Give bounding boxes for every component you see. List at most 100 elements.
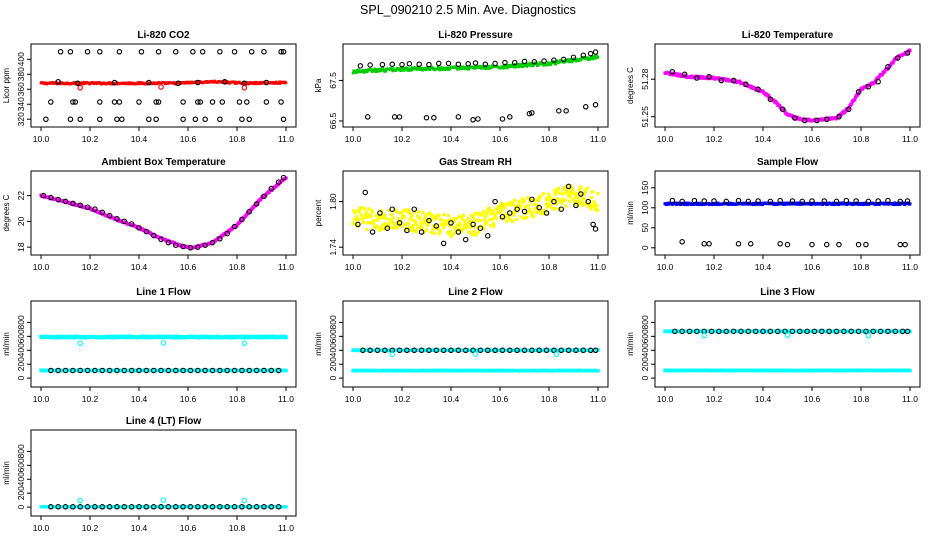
x-tick-label: 10.4 <box>755 262 772 272</box>
data-point <box>904 328 911 335</box>
data-point <box>375 218 380 222</box>
data-point <box>558 347 564 354</box>
data-point <box>532 203 536 207</box>
data-point <box>353 210 357 215</box>
data-point <box>461 227 465 232</box>
data-point <box>799 198 805 205</box>
data-point <box>565 189 569 193</box>
data-point <box>391 226 395 230</box>
data-point <box>231 367 238 374</box>
y-tick-label: 600 <box>328 329 338 343</box>
data-point <box>77 85 83 91</box>
data-point <box>406 221 411 225</box>
data-point <box>735 197 742 204</box>
data-point <box>470 117 476 123</box>
data-point <box>679 239 685 245</box>
plot-area <box>351 49 600 123</box>
data-point <box>482 218 487 222</box>
data-point <box>484 347 491 354</box>
data-point <box>48 367 54 374</box>
y-tick-label: 400 <box>640 343 650 357</box>
x-tick-label: 10.2 <box>706 394 723 404</box>
data-point <box>246 208 253 215</box>
data-point <box>814 117 820 124</box>
data-point <box>396 221 400 225</box>
data-point <box>373 67 377 71</box>
data-point <box>579 185 583 189</box>
data-point <box>355 70 359 73</box>
data-point <box>585 186 590 190</box>
data-point <box>390 68 394 71</box>
data-point <box>560 56 567 63</box>
data-point <box>453 219 457 223</box>
data-point <box>415 214 419 218</box>
y-axis-label: ml/min <box>314 332 323 356</box>
data-point <box>571 191 576 195</box>
data-point <box>367 347 373 354</box>
data-point <box>399 61 405 68</box>
data-point <box>431 114 437 121</box>
data-point <box>584 189 588 193</box>
data-point <box>865 332 872 339</box>
data-point <box>138 48 145 55</box>
data-point <box>535 210 539 214</box>
data-point <box>419 221 424 225</box>
data-point <box>192 116 199 123</box>
data-point <box>490 217 494 221</box>
data-point <box>716 328 722 335</box>
data-point <box>381 227 386 231</box>
data-point <box>853 98 857 102</box>
data-point <box>70 367 76 374</box>
x-tick-label: 10.6 <box>804 394 821 404</box>
data-point <box>558 206 562 211</box>
data-point <box>752 328 759 335</box>
data-point <box>519 206 523 210</box>
data-point <box>261 48 267 55</box>
data-point <box>894 55 901 61</box>
data-point <box>84 504 91 510</box>
data-point <box>553 192 557 196</box>
data-point <box>363 213 367 217</box>
x-tick-label: 10.2 <box>706 262 723 272</box>
data-point <box>580 198 584 202</box>
data-point <box>435 60 442 67</box>
data-point <box>394 209 398 213</box>
x-tick-label: 10.6 <box>492 134 509 144</box>
data-point <box>173 48 179 55</box>
x-tick-label: 10.0 <box>33 262 50 272</box>
data-point <box>245 213 249 217</box>
data-point <box>592 226 599 232</box>
panel-title: Line 2 Flow <box>448 287 503 298</box>
data-point <box>396 220 403 226</box>
data-point <box>708 328 715 335</box>
data-point <box>694 328 700 335</box>
data-point <box>160 497 167 503</box>
data-point <box>280 48 287 55</box>
data-point <box>97 116 103 123</box>
y-tick-label: 1.80 <box>328 193 338 210</box>
data-point <box>111 79 118 86</box>
data-point <box>543 210 550 216</box>
y-tick-label: 0 <box>16 504 26 509</box>
data-point <box>427 211 432 215</box>
plot-frame <box>654 170 921 256</box>
data-point <box>217 367 223 374</box>
data-point <box>361 220 366 225</box>
data-point <box>865 84 872 90</box>
data-point <box>529 64 533 68</box>
data-point <box>136 99 142 105</box>
data-point <box>556 197 560 201</box>
data-point <box>568 59 572 63</box>
data-point <box>433 347 440 354</box>
data-point <box>158 504 164 510</box>
data-point <box>448 220 454 226</box>
data-point <box>563 198 567 202</box>
data-point <box>526 110 533 117</box>
data-point <box>155 99 162 105</box>
data-point <box>823 116 830 123</box>
data-point <box>180 99 186 105</box>
data-point <box>158 236 164 243</box>
data-point <box>555 187 559 192</box>
data-point <box>400 211 404 215</box>
data-point <box>116 99 123 105</box>
